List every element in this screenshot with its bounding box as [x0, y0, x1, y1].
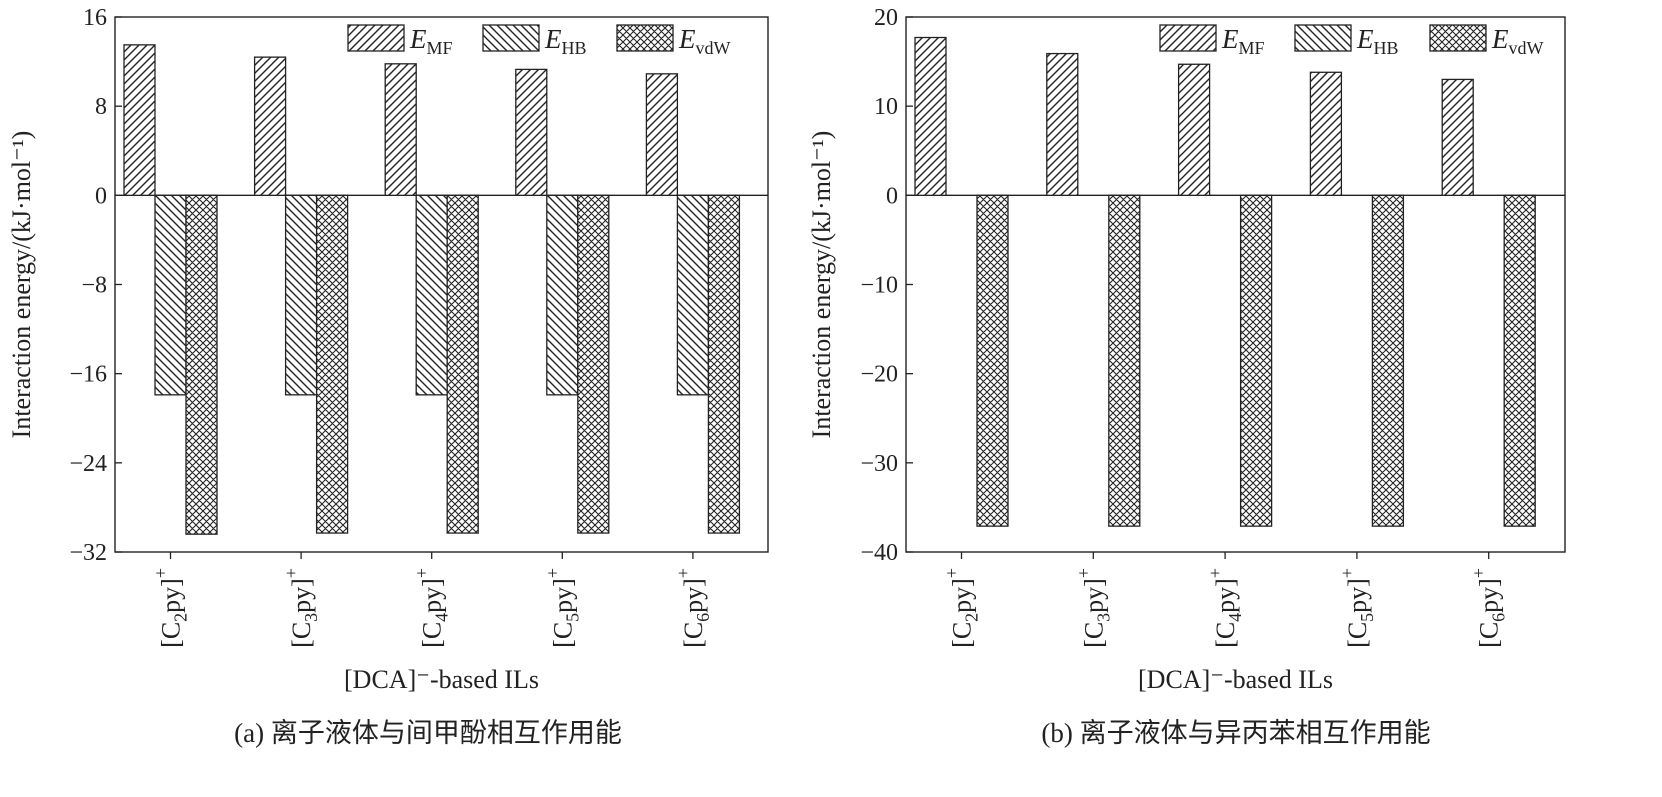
bar-E_MF-1: [123, 44, 156, 196]
y-tick-label: 8: [95, 94, 107, 120]
bar-E_HB-5: [676, 194, 710, 396]
legend-swatch-E_vdW: [616, 24, 674, 52]
y-tick-label: −16: [69, 362, 107, 388]
legend: EMF EHB EvdW: [1159, 24, 1544, 58]
y-axis-label: Interaction energy/(kJ·mol⁻¹): [807, 131, 836, 439]
bar-E_vdW-2: [1108, 194, 1141, 527]
bar-E_HB-4: [546, 194, 579, 396]
x-tick-label: [C2py]+: [942, 568, 982, 648]
x-tick-label: [C6py]+: [673, 568, 713, 648]
x-tick-label: [C4py]+: [412, 568, 452, 648]
bar-E_MF-5: [1441, 78, 1474, 196]
legend-swatch-E_HB: [1294, 24, 1352, 52]
bar-E_vdW-5: [1503, 194, 1536, 527]
bar-E_vdW-2: [315, 194, 349, 534]
x-tick-label: [C4py]+: [1205, 568, 1245, 648]
y-tick-label: −40: [860, 540, 898, 566]
legend-label-E_MF: EMF: [1221, 24, 1265, 58]
y-axis-label: Interaction energy/(kJ·mol⁻¹): [7, 131, 36, 439]
y-tick-label: 20: [874, 5, 898, 31]
x-tick-label: [C5py]+: [542, 568, 582, 648]
legend: EMF EHB EvdW: [347, 24, 731, 58]
legend-swatch-E_HB: [482, 24, 540, 52]
bar-E_vdW-3: [446, 194, 479, 534]
y-tick-label: −30: [860, 451, 898, 477]
panel-caption: (b) 离子液体与异丙苯相互作用能: [1041, 718, 1430, 748]
bar-E_HB-3: [415, 194, 448, 396]
legend-label-E_MF: EMF: [409, 24, 453, 58]
y-tick-label: 0: [95, 183, 107, 209]
legend-label-E_vdW: EvdW: [1491, 24, 1544, 58]
y-tick-label: −8: [81, 273, 107, 299]
y-tick-label: −10: [860, 273, 898, 299]
chart-panel-b: 20 10 0 −10 −20 −30 −40 [C2py]+ [C3py]+ [C4py]+ [C…: [807, 5, 1566, 748]
x-tick-label: [C3py]+: [1073, 568, 1113, 648]
legend-swatch-E_vdW: [1429, 24, 1487, 52]
bar-E_MF-4: [515, 68, 548, 196]
bar-E_HB-1: [154, 194, 187, 396]
bar-E_vdW-4: [577, 194, 610, 534]
bar-E_vdW-4: [1371, 194, 1405, 527]
bar-E_vdW-1: [976, 194, 1009, 527]
y-tick-label: −24: [69, 451, 107, 477]
y-tick-label: −20: [860, 362, 898, 388]
bar-E_MF-1: [914, 36, 947, 196]
bar-E_MF-2: [253, 56, 287, 196]
legend-label-E_HB: EHB: [1356, 24, 1399, 58]
bar-E_MF-2: [1046, 52, 1079, 196]
x-axis-label: [DCA]⁻-based ILs: [344, 665, 539, 694]
x-axis-label: [DCA]⁻-based ILs: [1138, 665, 1333, 694]
bar-E_HB-2: [284, 194, 318, 396]
x-tick-label: [C3py]+: [281, 568, 321, 648]
bar-E_MF-3: [1177, 63, 1211, 196]
y-tick-label: 0: [886, 183, 898, 209]
legend-swatch-E_MF: [347, 24, 405, 52]
bar-E_vdW-1: [185, 194, 218, 535]
legend-label-E_HB: EHB: [544, 24, 587, 58]
y-tick-label: 16: [83, 5, 107, 31]
legend-swatch-E_MF: [1159, 24, 1217, 52]
bar-E_vdW-5: [707, 194, 741, 534]
bar-E_MF-3: [384, 63, 417, 196]
y-tick-label: −32: [69, 540, 107, 566]
x-tick-label: [C5py]+: [1337, 568, 1377, 648]
x-tick-label: [C6py]+: [1469, 568, 1509, 648]
y-tick-label: 10: [874, 94, 898, 120]
chart-panel-a: 16 8 0 −8 −16 −24 −32 [C2py]+ [C3py]+ [C4py]+ [C5p…: [7, 5, 769, 748]
bar-E_MF-4: [1309, 71, 1343, 196]
legend-label-E_vdW: EvdW: [678, 24, 731, 58]
x-tick-label: [C2py]+: [151, 568, 191, 648]
bar-E_MF-5: [645, 73, 679, 196]
panel-caption: (a) 离子液体与间甲酚相互作用能: [234, 718, 622, 748]
bar-E_vdW-3: [1239, 194, 1273, 527]
